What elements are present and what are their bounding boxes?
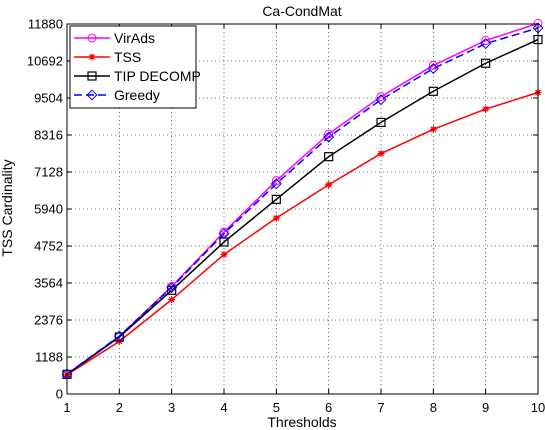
y-axis-ticks: 0 1188 2376 3564 4752 5940 7128 8316 9504 10692 11… bbox=[27, 17, 538, 402]
data-point-circle bbox=[324, 129, 334, 139]
y-axis-label: TSS Cardinality bbox=[0, 159, 15, 256]
x-tick-label: 6 bbox=[325, 400, 332, 415]
series-line-tss bbox=[66, 91, 539, 376]
x-tick-label: 3 bbox=[168, 400, 175, 415]
x-tick-label: 8 bbox=[430, 400, 437, 415]
data-point-core bbox=[431, 127, 436, 132]
x-tick-label: 7 bbox=[377, 400, 384, 415]
data-point-core bbox=[483, 107, 488, 112]
x-axis-label: Thresholds bbox=[267, 414, 336, 430]
data-point-square bbox=[87, 71, 97, 81]
data-point-circle bbox=[271, 176, 281, 186]
data-point-core bbox=[222, 252, 226, 257]
data-point-diamond bbox=[427, 63, 439, 75]
legend-item-greedy: Greedy bbox=[74, 87, 160, 103]
data-point-diamond bbox=[323, 131, 335, 143]
legend-item-tip-decomp: TIP DECOMP bbox=[74, 68, 201, 84]
x-tick-label: 4 bbox=[220, 400, 227, 415]
y-tick-label: 8316 bbox=[34, 128, 63, 143]
data-point-square bbox=[481, 58, 491, 68]
data-point-square bbox=[324, 152, 334, 162]
x-tick-label: 9 bbox=[482, 400, 489, 415]
data-point-circle bbox=[428, 60, 438, 70]
legend-item-virads: VirAds bbox=[74, 30, 155, 46]
chart-title: Ca-CondMat bbox=[262, 3, 341, 19]
data-point-diamond bbox=[113, 330, 125, 342]
y-tick-label: 11880 bbox=[28, 17, 63, 32]
data-point-diamond bbox=[86, 89, 98, 101]
grid-lines bbox=[67, 24, 538, 394]
y-tick-label: 4752 bbox=[34, 239, 63, 254]
data-point-square bbox=[428, 86, 438, 96]
legend-label: TSS bbox=[114, 49, 141, 65]
y-tick-label: 1188 bbox=[35, 350, 63, 365]
y-tick-label: 9504 bbox=[34, 91, 63, 106]
x-tick-label: 5 bbox=[273, 400, 280, 415]
series-lines bbox=[66, 22, 539, 376]
data-point-circle bbox=[376, 92, 386, 102]
data-point-diamond bbox=[218, 228, 230, 240]
legend-item-tss: TSS bbox=[74, 49, 141, 65]
x-axis-ticks: 1 2 3 4 5 6 7 8 9 10 bbox=[63, 24, 545, 415]
data-point-square bbox=[271, 194, 281, 204]
legend: VirAds TSS TIP DECOMP Greedy bbox=[69, 25, 201, 109]
y-tick-label: 3564 bbox=[34, 276, 63, 291]
legend-label: TIP DECOMP bbox=[114, 68, 201, 84]
data-point-core bbox=[379, 151, 383, 156]
y-tick-label: 2376 bbox=[34, 313, 63, 328]
series-line-tip-decomp bbox=[66, 38, 539, 375]
y-tick-label: 5940 bbox=[34, 202, 63, 217]
data-point-core bbox=[274, 216, 279, 221]
data-point-diamond bbox=[166, 281, 178, 293]
series-markers-tss bbox=[63, 89, 542, 379]
data-point-circle bbox=[87, 33, 97, 43]
data-point-circle bbox=[481, 36, 491, 46]
y-tick-label: 10692 bbox=[27, 54, 63, 69]
series-line-greedy bbox=[66, 27, 539, 375]
data-point-core bbox=[326, 182, 331, 187]
data-point-square bbox=[376, 117, 386, 128]
y-tick-label: 0 bbox=[56, 387, 63, 402]
y-tick-label: 7128 bbox=[34, 165, 63, 180]
x-tick-label: 1 bbox=[63, 400, 70, 415]
data-point-diamond bbox=[375, 94, 387, 106]
x-tick-label: 10 bbox=[531, 400, 545, 415]
x-tick-label: 2 bbox=[116, 400, 123, 415]
data-point-square bbox=[167, 285, 177, 295]
legend-label: VirAds bbox=[114, 30, 155, 46]
data-point-circle bbox=[219, 227, 229, 237]
data-point-diamond bbox=[480, 38, 492, 50]
data-point-core bbox=[169, 297, 174, 302]
legend-label: Greedy bbox=[114, 87, 160, 103]
data-point-diamond bbox=[270, 178, 282, 190]
legend-marker-core bbox=[90, 55, 94, 59]
